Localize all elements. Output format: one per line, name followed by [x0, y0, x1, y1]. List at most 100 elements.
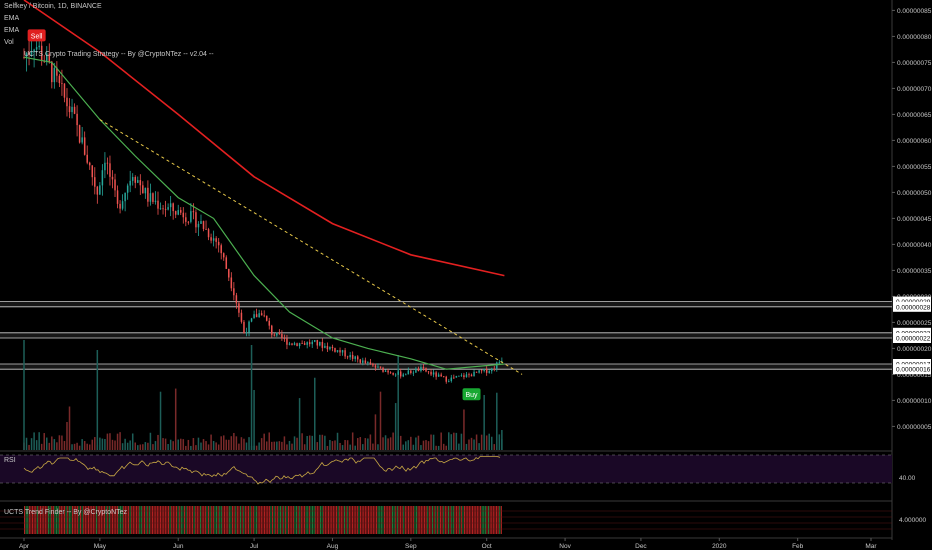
- ucts-bar: [384, 506, 386, 534]
- volume-bar: [339, 442, 341, 450]
- ucts-bar: [222, 506, 224, 534]
- candle-body: [324, 345, 326, 348]
- volume-bar: [301, 433, 303, 450]
- ucts-bar: [75, 506, 77, 534]
- candlesticks: [23, 31, 503, 384]
- ucts-bar: [472, 506, 474, 534]
- candle-body: [455, 375, 458, 378]
- time-axis[interactable]: Apr May Jun Jul Aug Sep Oct Nov Dec 2020 Feb Mar: [19, 538, 877, 550]
- volume-bar: [405, 441, 407, 450]
- volume-bar: [167, 444, 169, 450]
- candle-body: [394, 374, 397, 376]
- volume-bar: [94, 437, 96, 450]
- strategy-legend[interactable]: UCTS Crypto Trading Strategy -- By @Cryp…: [24, 51, 214, 58]
- ucts-bar: [153, 506, 155, 534]
- ema-legend-2[interactable]: EMA: [4, 27, 20, 34]
- rsi-pane: RSI 40.00: [0, 454, 916, 485]
- ema-legend-1[interactable]: EMA: [4, 15, 20, 22]
- ucts-bar: [374, 506, 376, 534]
- ucts-bar: [155, 506, 157, 534]
- ucts-bar: [292, 506, 294, 534]
- ucts-bar: [100, 506, 102, 534]
- ucts-bar: [179, 506, 181, 534]
- candle-body: [185, 217, 187, 222]
- ucts-bar: [340, 506, 342, 534]
- price-axis-labels: 0.000000290.000000280.000000230.00000022…: [893, 296, 931, 375]
- volume-bar: [288, 440, 291, 450]
- candle-body: [399, 371, 402, 377]
- price-tick-label: 0.00000010: [897, 398, 932, 405]
- ucts-bar: [252, 506, 254, 534]
- ucts-bar: [350, 506, 352, 534]
- candle-body: [154, 200, 157, 202]
- volume-bar: [106, 433, 109, 450]
- ucts-bar: [68, 506, 70, 534]
- chart-title[interactable]: Selfkey / Bitcoin, 1D, BINANCE: [4, 3, 102, 10]
- volume-bar: [268, 432, 271, 450]
- candle-body: [88, 162, 91, 166]
- volume-bar: [101, 438, 104, 450]
- ucts-bar: [240, 506, 242, 534]
- volume-bars: [23, 340, 503, 450]
- volume-bar: [154, 441, 157, 450]
- volume-bar: [91, 439, 94, 450]
- volume-bar: [422, 440, 425, 450]
- candle-body: [432, 372, 435, 375]
- volume-bar: [33, 432, 35, 450]
- candle-body: [78, 125, 81, 143]
- candle-body: [465, 374, 468, 378]
- ucts-bar: [256, 506, 258, 534]
- ucts-bar: [49, 506, 51, 534]
- candle-body: [458, 375, 460, 377]
- ucts-pane: UCTS Trend Finder -- By @CryptoNTez 4.000…: [0, 506, 926, 534]
- ucts-bar: [38, 506, 40, 534]
- candle-body: [81, 137, 83, 143]
- ucts-bar: [78, 506, 80, 534]
- candle-body: [364, 360, 367, 363]
- ucts-bar: [433, 506, 435, 534]
- volume-bar: [410, 436, 412, 450]
- ucts-bar: [288, 506, 290, 534]
- ucts-bar: [118, 506, 120, 534]
- volume-bar: [179, 438, 182, 450]
- ucts-bar: [464, 506, 466, 534]
- ucts-bar: [251, 506, 253, 534]
- volume-bar: [187, 439, 190, 450]
- volume-bar: [129, 440, 131, 450]
- ucts-bar: [219, 506, 221, 534]
- ucts-bar: [92, 506, 94, 534]
- volume-bar: [225, 439, 228, 450]
- volume-bar: [134, 442, 137, 450]
- candle-body: [407, 370, 410, 375]
- ucts-bar: [425, 506, 427, 534]
- ucts-bar: [180, 506, 182, 534]
- price-label-box: [893, 301, 931, 312]
- ucts-bar: [88, 506, 90, 534]
- ucts-bar: [443, 506, 445, 534]
- ucts-bar: [294, 506, 296, 534]
- volume-legend[interactable]: Vol: [4, 39, 14, 46]
- candle-body: [179, 210, 182, 213]
- volume-bar: [473, 439, 475, 450]
- ucts-bar: [200, 506, 202, 534]
- volume-bar: [48, 442, 51, 450]
- candle-body: [94, 177, 96, 187]
- volume-bar: [417, 435, 420, 450]
- volume-bar: [281, 441, 283, 450]
- volume-bar: [468, 439, 470, 450]
- ucts-bar: [345, 506, 347, 534]
- candle-body: [480, 370, 483, 372]
- volume-bar: [450, 434, 453, 450]
- ucts-bar: [280, 506, 282, 534]
- time-tick-label: 2020: [712, 543, 727, 550]
- volume-bar: [442, 443, 445, 450]
- rsi-band: [0, 455, 892, 483]
- price-label-text: 0.00000022: [896, 336, 931, 343]
- ucts-bar: [462, 506, 464, 534]
- ucts-bar: [323, 506, 325, 534]
- volume-bar: [207, 444, 210, 450]
- volume-bar: [40, 443, 43, 450]
- candle-body: [397, 371, 399, 375]
- ucts-bar: [107, 506, 109, 534]
